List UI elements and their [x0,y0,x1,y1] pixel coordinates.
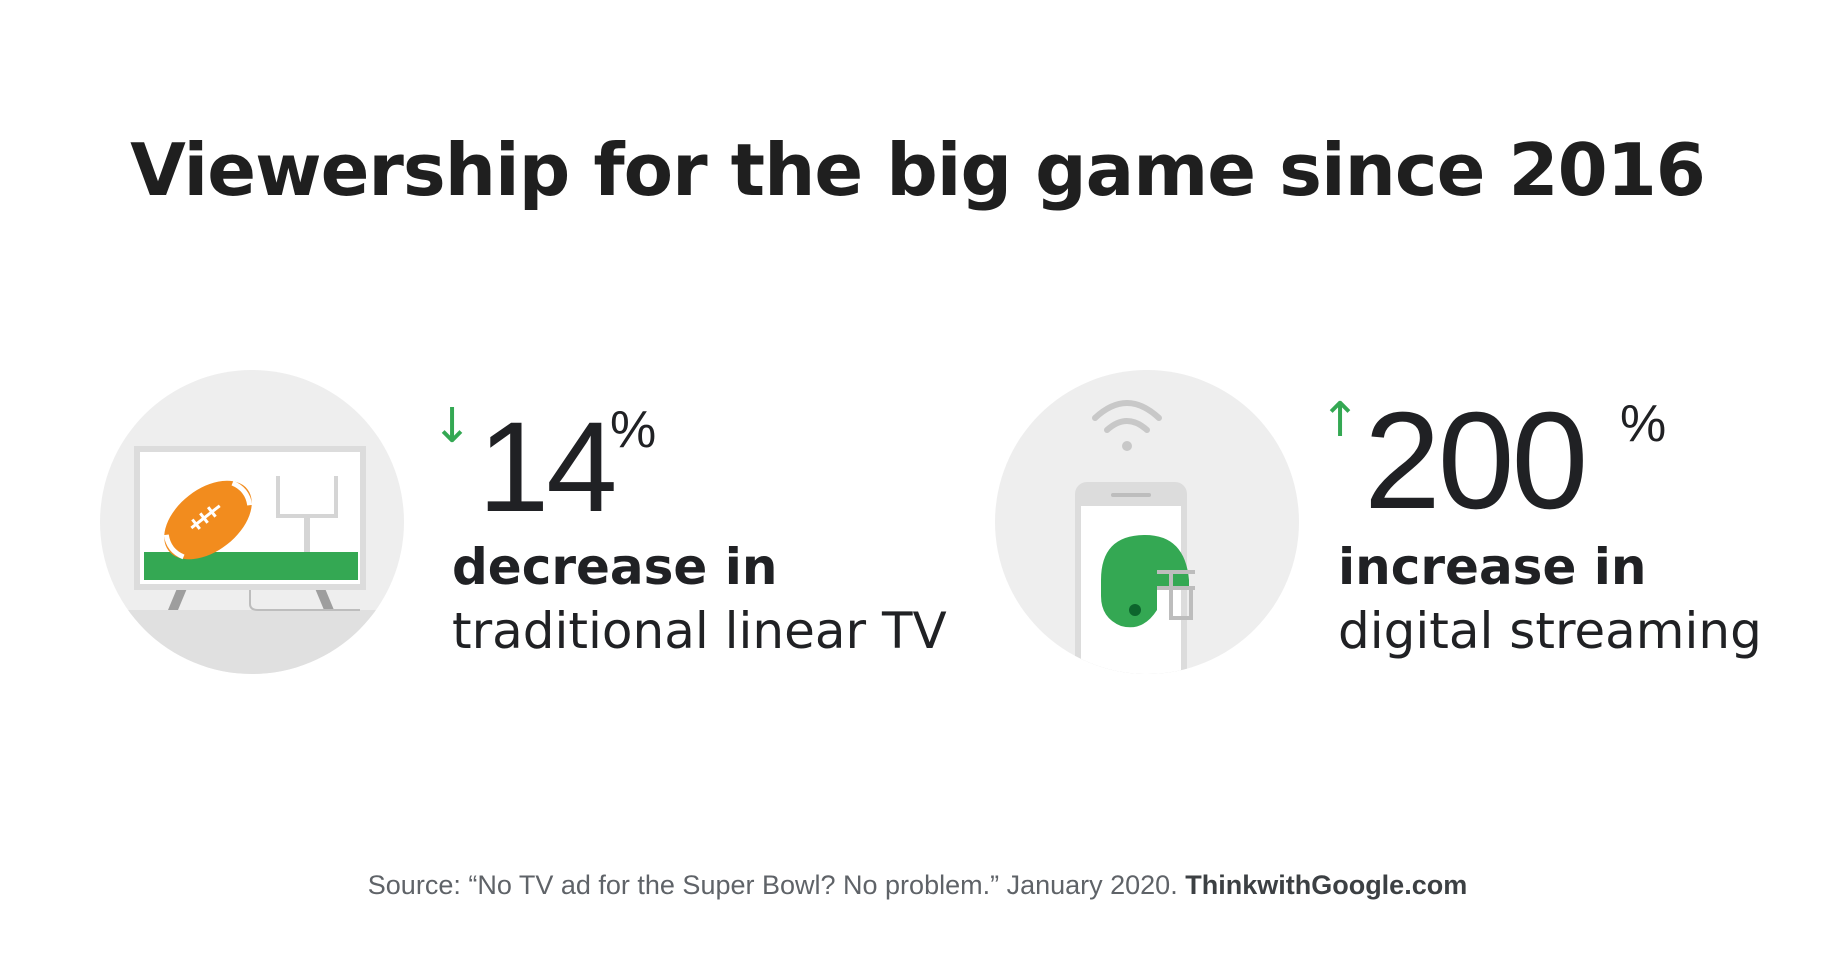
stat-label-bold: decrease in [452,538,778,596]
phone-illustration [995,370,1299,674]
tv-football-icon [100,446,404,674]
source-footnote: Source: “No TV ad for the Super Bowl? No… [0,870,1835,901]
stat-label-bold: increase in [1338,538,1647,596]
stat-value: 14 [478,396,617,539]
page-title: Viewership for the big game since 2016 [130,128,1706,212]
stat-value: 200 [1364,384,1588,538]
percent-sign: % [610,401,657,459]
tv-illustration [100,370,404,674]
down-arrow-icon: ↓ [432,398,473,454]
up-arrow-icon: ↑ [1320,392,1361,448]
stat-label-regular: digital streaming [1338,602,1762,660]
source-text: Source: “No TV ad for the Super Bowl? No… [367,870,1178,900]
phone-helmet-icon [1075,400,1195,674]
percent-sign: % [1620,395,1667,453]
stat-label-regular: traditional linear TV [452,602,947,660]
brand-link[interactable]: ThinkwithGoogle.com [1185,870,1468,900]
